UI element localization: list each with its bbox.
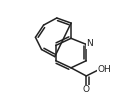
Text: N: N <box>87 39 93 48</box>
Text: O: O <box>83 85 90 94</box>
Text: OH: OH <box>97 65 111 74</box>
